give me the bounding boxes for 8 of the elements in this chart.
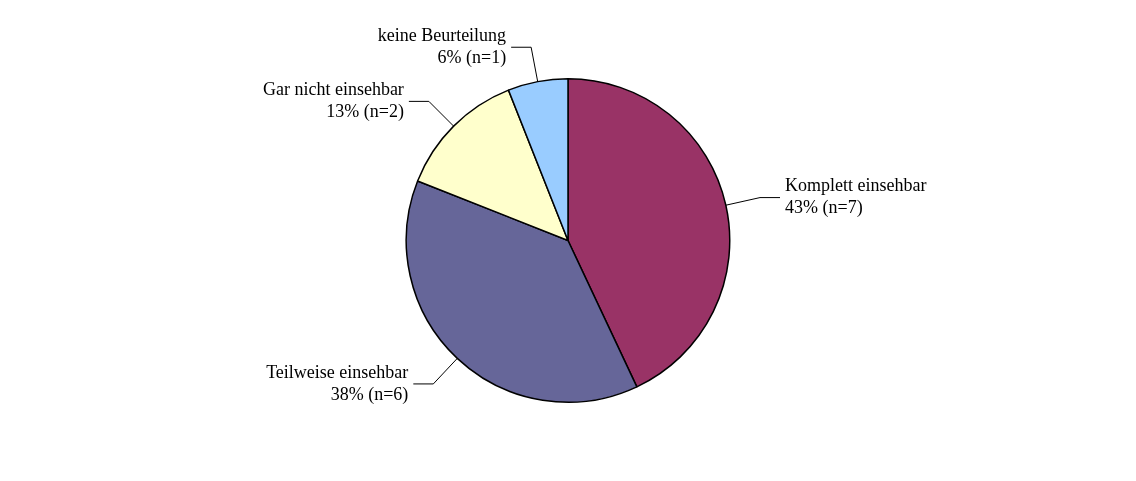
slice-label: Komplett einsehbar xyxy=(785,175,927,196)
data-label: 13% (n=2) xyxy=(326,101,404,123)
data-label: 38% (n=6) xyxy=(330,383,409,405)
data-label: 43% (n=7) xyxy=(785,197,863,219)
data-label: 6% (n=1) xyxy=(437,46,507,68)
slice-label: keine Beurteilung xyxy=(377,24,507,45)
slice-label: Gar nicht einsehbar xyxy=(262,79,404,100)
slice-label: Teilweise einsehbar xyxy=(266,361,409,382)
